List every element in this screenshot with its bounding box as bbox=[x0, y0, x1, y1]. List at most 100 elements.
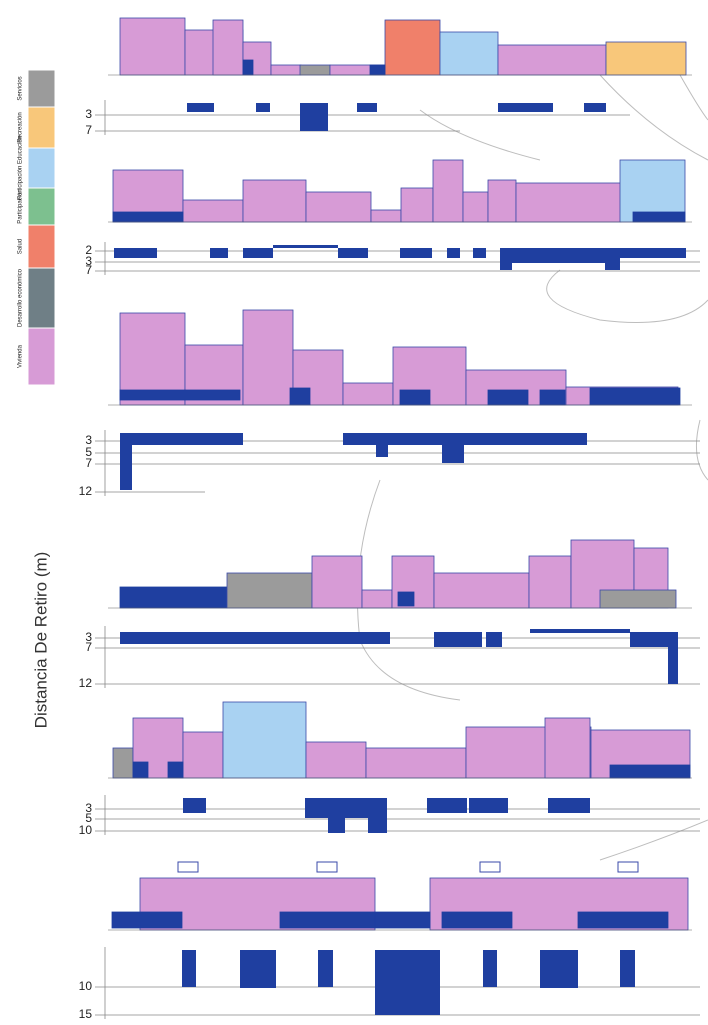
building bbox=[439, 31, 499, 76]
setback-bar bbox=[305, 798, 387, 818]
setback-bar bbox=[447, 248, 460, 258]
building bbox=[370, 209, 402, 223]
setback-bar bbox=[630, 632, 678, 647]
legend-swatch bbox=[27, 147, 56, 189]
roof-structure bbox=[617, 861, 639, 873]
tick-label: 12 bbox=[79, 484, 93, 498]
building bbox=[497, 44, 607, 76]
tick-label: 3 bbox=[85, 107, 92, 121]
building bbox=[397, 591, 415, 607]
building bbox=[111, 911, 183, 929]
tick-label: 10 bbox=[79, 979, 93, 993]
building bbox=[432, 159, 464, 223]
legend-label: Participación Educación bbox=[18, 136, 24, 200]
setback-bar bbox=[427, 798, 467, 813]
setback-bar bbox=[368, 818, 387, 833]
legend-swatch bbox=[27, 187, 56, 226]
setback-bar bbox=[343, 433, 376, 445]
building bbox=[299, 64, 331, 76]
building bbox=[433, 572, 530, 609]
roof-structure bbox=[479, 861, 501, 873]
legend-swatch bbox=[27, 267, 56, 329]
setback-bar bbox=[548, 798, 590, 813]
building bbox=[112, 747, 134, 779]
building bbox=[462, 191, 489, 223]
setback-bar bbox=[256, 103, 270, 112]
building bbox=[242, 179, 307, 223]
setback-bar bbox=[620, 950, 635, 987]
setback-bar bbox=[120, 632, 390, 644]
building bbox=[544, 717, 591, 779]
setback-bar bbox=[500, 258, 512, 270]
setback-bar bbox=[375, 950, 440, 1015]
building bbox=[441, 911, 513, 929]
building bbox=[384, 19, 441, 76]
tick-label: 3 bbox=[85, 630, 92, 644]
setback-bar bbox=[183, 798, 206, 813]
setback-bar bbox=[328, 818, 345, 833]
tick-label: 7 bbox=[85, 456, 92, 470]
legend-swatch bbox=[27, 106, 56, 149]
building bbox=[222, 701, 307, 779]
setback-bar bbox=[500, 248, 686, 258]
legend-swatch bbox=[27, 327, 56, 386]
building bbox=[289, 387, 311, 406]
setback-bar bbox=[486, 632, 502, 647]
building bbox=[374, 911, 431, 929]
building bbox=[539, 389, 566, 406]
legend-label: Participación bbox=[18, 189, 24, 223]
setback-bar bbox=[182, 950, 196, 987]
building bbox=[599, 589, 677, 609]
legend-label: Servicios bbox=[18, 76, 24, 100]
building bbox=[515, 182, 622, 223]
setback-bar bbox=[605, 258, 620, 270]
building bbox=[305, 741, 367, 779]
building bbox=[226, 572, 313, 609]
building bbox=[577, 911, 669, 929]
setback-bar bbox=[512, 258, 620, 263]
building bbox=[342, 382, 394, 406]
setback-bar bbox=[540, 950, 578, 988]
tick-label: 10 bbox=[79, 823, 93, 837]
setback-bar bbox=[273, 245, 338, 248]
tick-label: 7 bbox=[85, 123, 92, 137]
setback-bar bbox=[120, 433, 243, 445]
building bbox=[632, 211, 686, 223]
axis-label: Distancia De Retiro (m) bbox=[31, 552, 50, 729]
building bbox=[112, 211, 184, 223]
tick-label: 3 bbox=[85, 433, 92, 447]
building bbox=[399, 389, 431, 406]
building bbox=[305, 191, 372, 223]
setback-bar bbox=[300, 103, 328, 131]
legend-label: Recreación bbox=[18, 112, 24, 142]
tick-label: 2 bbox=[85, 243, 92, 257]
legend-label: Vivienda bbox=[18, 344, 24, 368]
tick-label: 12 bbox=[79, 676, 93, 690]
building bbox=[242, 59, 254, 76]
legend-label: Desarrollo económico bbox=[18, 268, 24, 327]
setback-bar bbox=[338, 248, 368, 258]
setback-bar bbox=[469, 798, 508, 813]
building bbox=[369, 64, 386, 76]
building bbox=[609, 764, 691, 779]
legend-swatch bbox=[27, 224, 56, 269]
building bbox=[167, 761, 184, 779]
setback-bar bbox=[243, 248, 273, 258]
setback-bar bbox=[434, 632, 482, 647]
setback-bar bbox=[210, 248, 228, 258]
legend-swatch bbox=[27, 69, 56, 108]
tick-label: 5 bbox=[85, 445, 92, 459]
building bbox=[270, 64, 302, 76]
building bbox=[182, 199, 244, 223]
setback-bar bbox=[187, 103, 214, 112]
building bbox=[119, 17, 186, 76]
roof-structure bbox=[316, 861, 338, 873]
building bbox=[242, 309, 294, 406]
setback-bar bbox=[114, 248, 157, 258]
building bbox=[589, 387, 681, 406]
setback-bar bbox=[240, 950, 276, 988]
setback-bar bbox=[498, 103, 553, 112]
setback-bar bbox=[668, 632, 678, 684]
setback-bar bbox=[584, 103, 606, 112]
